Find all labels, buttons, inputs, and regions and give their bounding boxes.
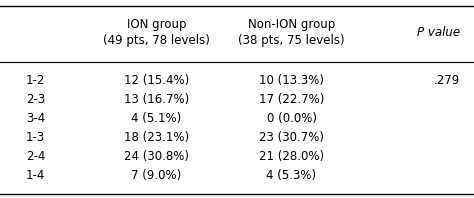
Text: 3-4: 3-4 bbox=[26, 112, 46, 125]
Text: 1-3: 1-3 bbox=[26, 131, 46, 144]
Text: 24 (30.8%): 24 (30.8%) bbox=[124, 150, 189, 163]
Text: 2-4: 2-4 bbox=[26, 150, 46, 163]
Text: 0 (0.0%): 0 (0.0%) bbox=[266, 112, 317, 125]
Text: 2-3: 2-3 bbox=[26, 93, 46, 106]
Text: 17 (22.7%): 17 (22.7%) bbox=[259, 93, 324, 106]
Text: 18 (23.1%): 18 (23.1%) bbox=[124, 131, 189, 144]
Text: 7 (9.0%): 7 (9.0%) bbox=[131, 169, 182, 182]
Text: 21 (28.0%): 21 (28.0%) bbox=[259, 150, 324, 163]
Text: Non-ION group
(38 pts, 75 levels): Non-ION group (38 pts, 75 levels) bbox=[238, 18, 345, 47]
Text: .279: .279 bbox=[434, 74, 460, 87]
Text: 13 (16.7%): 13 (16.7%) bbox=[124, 93, 189, 106]
Text: 4 (5.1%): 4 (5.1%) bbox=[131, 112, 182, 125]
Text: 1-4: 1-4 bbox=[26, 169, 46, 182]
Text: 4 (5.3%): 4 (5.3%) bbox=[266, 169, 317, 182]
Text: 1-2: 1-2 bbox=[26, 74, 46, 87]
Text: P value: P value bbox=[417, 26, 460, 39]
Text: 10 (13.3%): 10 (13.3%) bbox=[259, 74, 324, 87]
Text: 12 (15.4%): 12 (15.4%) bbox=[124, 74, 189, 87]
Text: 23 (30.7%): 23 (30.7%) bbox=[259, 131, 324, 144]
Text: ION group
(49 pts, 78 levels): ION group (49 pts, 78 levels) bbox=[103, 18, 210, 47]
